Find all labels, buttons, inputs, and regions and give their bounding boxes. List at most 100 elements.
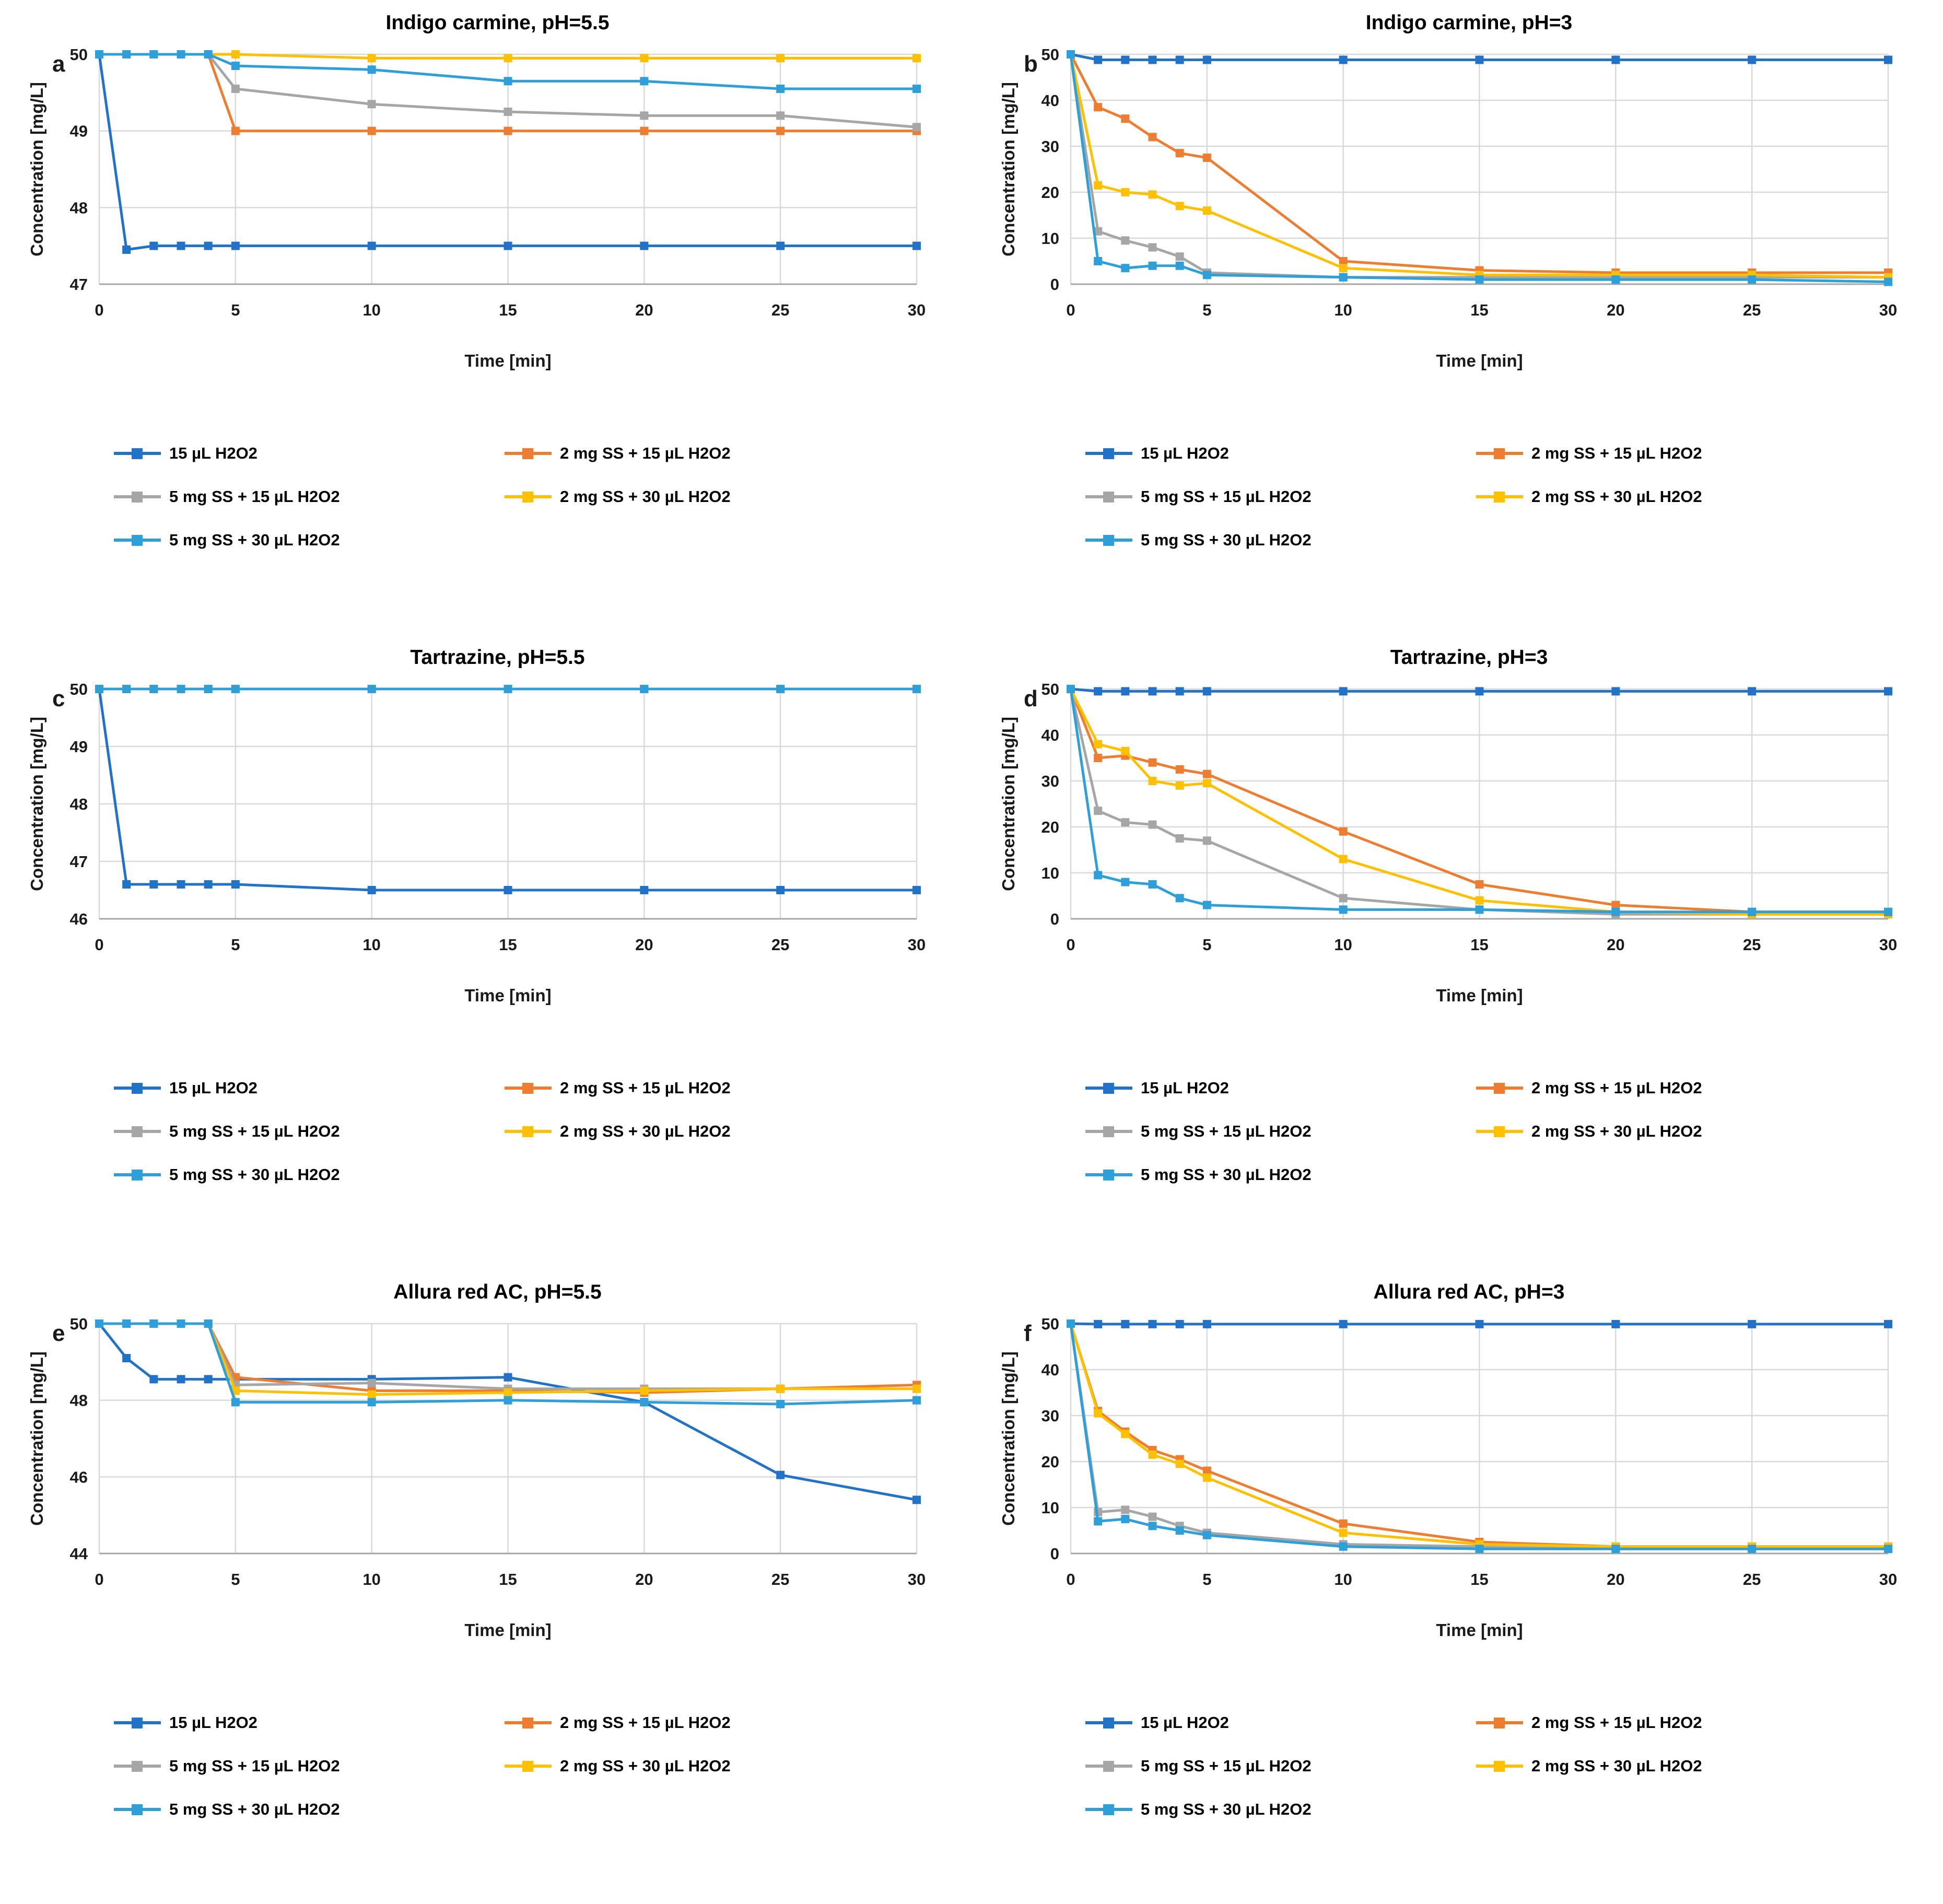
chart-legend-a: 15 µL H2O2 2 mg SS + 15 µL H2O2 5 mg SS + …	[114, 445, 972, 548]
legend-marker-icon	[505, 1082, 552, 1094]
series-marker-4	[122, 1319, 131, 1328]
series-marker-0	[776, 241, 785, 250]
plot-svg: 0 10 20 30 40 50 0 5 10 15 20 25 30 Concentration [mg…	[999, 680, 1897, 1005]
series-marker-0	[504, 886, 512, 894]
series-marker-4	[912, 85, 921, 93]
legend-item-label: 5 mg SS + 15 µL H2O2	[169, 1757, 340, 1775]
y-axis-label: Concentration [mg/L]	[999, 717, 1018, 891]
series-marker-0	[776, 1470, 785, 1479]
legend-item-4: 5 mg SS + 30 µL H2O2	[1085, 1801, 1476, 1817]
series-marker-0	[776, 886, 785, 894]
series-marker-2	[1175, 834, 1184, 843]
series-marker-3	[912, 1384, 921, 1393]
legend-marker-icon	[1085, 1169, 1132, 1181]
legend-marker-icon	[1476, 1125, 1523, 1138]
series-marker-2	[367, 100, 376, 109]
series-marker-2	[231, 85, 240, 93]
series-marker-0	[149, 1375, 158, 1384]
chart-title-e: Allura red AC, pH=5.5	[393, 1281, 602, 1303]
series-marker-0	[1884, 687, 1892, 696]
legend-item-1: 2 mg SS + 15 µL H2O2	[505, 1080, 972, 1096]
series-marker-1	[776, 126, 785, 135]
series-marker-4	[1748, 1545, 1757, 1553]
series-marker-0	[504, 241, 512, 250]
x-tick-label: 10	[1334, 301, 1352, 319]
y-tick-label: 49	[70, 122, 88, 141]
series-marker-2	[1148, 820, 1157, 829]
series-marker-0	[204, 880, 213, 889]
series-marker-0	[640, 241, 649, 250]
series-marker-0	[1475, 55, 1484, 64]
series-marker-3	[1094, 740, 1103, 749]
legend-item-label: 5 mg SS + 15 µL H2O2	[169, 1122, 340, 1140]
x-tick-label: 0	[1066, 1570, 1075, 1588]
series-marker-0	[912, 886, 921, 894]
series-marker-4	[504, 1396, 512, 1405]
legend-item-1: 2 mg SS + 15 µL H2O2	[1476, 1714, 1943, 1731]
series-marker-0	[1202, 55, 1211, 64]
legend-item-label: 2 mg SS + 30 µL H2O2	[560, 1757, 731, 1775]
series-marker-4	[95, 50, 103, 59]
y-tick-label: 46	[70, 1468, 88, 1486]
series-marker-1	[1202, 154, 1211, 162]
legend-item-label: 5 mg SS + 30 µL H2O2	[1141, 531, 1312, 549]
series-marker-4	[1148, 1522, 1157, 1531]
legend-item-label: 2 mg SS + 15 µL H2O2	[560, 1079, 731, 1097]
legend-item-label: 2 mg SS + 30 µL H2O2	[560, 487, 731, 506]
series-marker-4	[367, 685, 376, 693]
legend-marker-icon	[505, 1760, 552, 1772]
series-marker-0	[1339, 687, 1348, 696]
series-marker-0	[1884, 1319, 1892, 1328]
legend-marker-icon	[1476, 1716, 1523, 1729]
y-tick-label: 47	[70, 852, 88, 871]
series-marker-3	[640, 1386, 649, 1395]
series-marker-4	[122, 50, 131, 59]
legend-item-label: 15 µL H2O2	[169, 444, 257, 462]
series-marker-0	[1121, 1319, 1130, 1328]
series-marker-4	[1121, 878, 1130, 886]
series-marker-4	[177, 685, 185, 693]
series-marker-1	[367, 126, 376, 135]
series-marker-4	[1339, 905, 1348, 914]
legend-marker-icon	[1085, 1716, 1132, 1729]
legend-marker-icon	[114, 1169, 161, 1181]
x-tick-label: 0	[95, 301, 103, 319]
series-marker-1	[1094, 754, 1103, 762]
x-axis-label: Time [min]	[1436, 1620, 1523, 1640]
series-marker-4	[1339, 1542, 1348, 1551]
x-tick-label: 5	[231, 1570, 240, 1588]
x-tick-label: 5	[231, 301, 240, 319]
series-marker-2	[504, 108, 512, 116]
x-tick-label: 0	[95, 936, 103, 954]
series-marker-4	[1094, 871, 1103, 880]
y-tick-label: 40	[1041, 91, 1059, 110]
chart-panel-c: c Tartrazine, pH=5.5 46 47 48 49 50 0 5 10 15 20 2…	[0, 635, 972, 1269]
legend-item-0: 15 µL H2O2	[1085, 1080, 1476, 1096]
legend-marker-icon	[114, 490, 161, 503]
series-marker-3	[504, 1388, 512, 1397]
series-marker-0	[1148, 1319, 1157, 1328]
series-marker-4	[1148, 880, 1157, 889]
series-marker-2	[1121, 236, 1130, 245]
series-marker-3	[1148, 190, 1157, 199]
series-marker-0	[1202, 687, 1211, 696]
chart-plot-d: 0 10 20 30 40 50 0 5 10 15 20 25 30 Concentration [mg…	[992, 673, 1912, 1008]
series-marker-0	[367, 886, 376, 894]
y-tick-label: 0	[1050, 1545, 1059, 1563]
series-marker-4	[1884, 1545, 1892, 1553]
series-marker-0	[177, 241, 185, 250]
y-axis-label: Concentration [mg/L]	[27, 1351, 46, 1526]
series-marker-4	[1067, 1319, 1075, 1328]
y-tick-label: 20	[1041, 183, 1059, 202]
y-axis-label: Concentration [mg/L]	[999, 1351, 1018, 1526]
chart-plot-e: 44 46 48 50 0 5 10 15 20 25 30 Concentration [mg/L]…	[21, 1308, 940, 1642]
series-marker-1	[1202, 1466, 1211, 1475]
x-tick-label: 30	[1879, 301, 1897, 319]
y-tick-label: 50	[1041, 1315, 1059, 1333]
chart-plot-a: 47 48 49 50 0 5 10 15 20 25 30 Concentration [mg/L]…	[21, 39, 940, 373]
series-marker-3	[504, 54, 512, 63]
legend-marker-icon	[114, 1125, 161, 1138]
series-marker-0	[1748, 687, 1757, 696]
series-marker-4	[1611, 1545, 1620, 1553]
series-marker-3	[1094, 1409, 1103, 1418]
